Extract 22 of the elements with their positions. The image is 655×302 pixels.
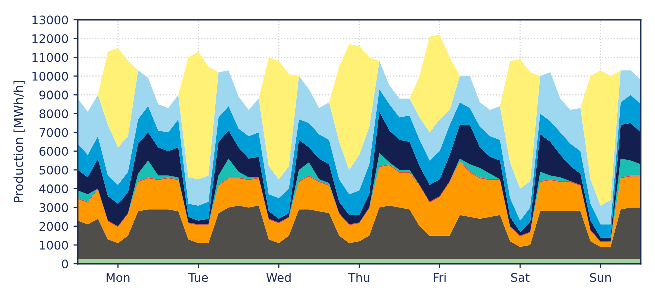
- x-tick-label: Thu: [348, 273, 370, 282]
- y-tick-label: 6000: [40, 147, 68, 156]
- y-tick-label: 5000: [40, 166, 68, 175]
- x-tick-label: Tue: [188, 273, 208, 282]
- x-tick-label: Wed: [266, 273, 291, 282]
- y-tick-label: 4000: [40, 184, 68, 194]
- y-tick-label: 9000: [40, 90, 68, 100]
- x-tick-label: Sun: [590, 273, 612, 282]
- x-tick-label: Mon: [106, 273, 130, 282]
- y-tick-label: 13000: [32, 16, 68, 25]
- y-tick-label: 7000: [40, 128, 68, 138]
- y-tick-label: 2000: [40, 222, 68, 232]
- y-tick-label: 12000: [32, 34, 68, 44]
- y-tick-label: 8000: [40, 110, 68, 118]
- y-tick-label: 3000: [40, 203, 68, 212]
- y-tick-label: 10000: [32, 72, 68, 81]
- y-axis-title: Production [MWh/h]: [14, 81, 25, 202]
- y-tick-label: 0: [62, 260, 68, 269]
- y-tick-label: 1000: [40, 240, 68, 250]
- x-tick-label: Sat: [511, 273, 530, 282]
- y-tick-label: 11000: [32, 53, 68, 62]
- x-tick-label: Fri: [434, 273, 446, 282]
